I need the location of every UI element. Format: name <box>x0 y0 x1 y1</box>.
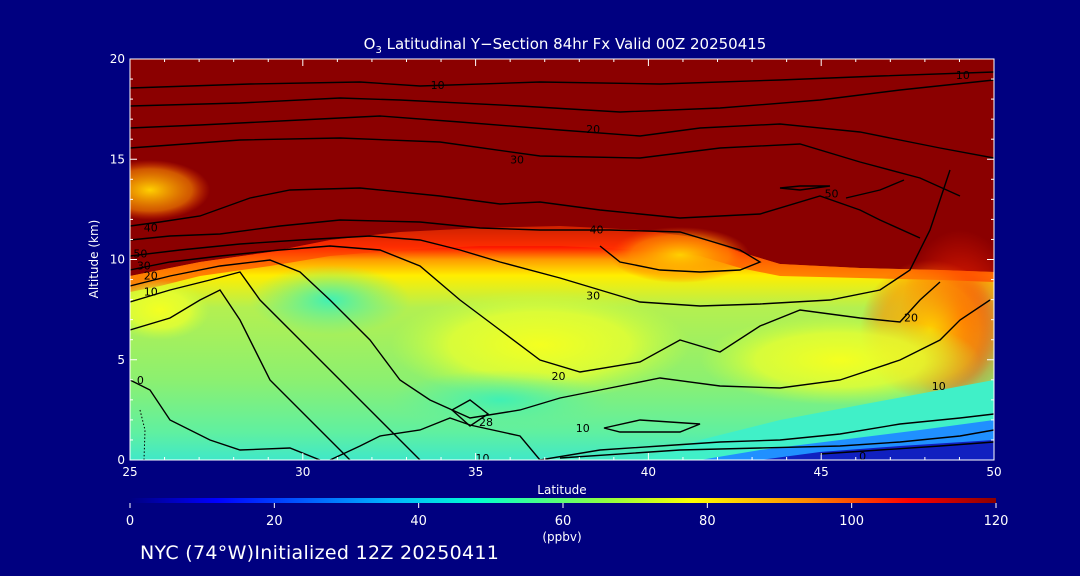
contour-label: 10 <box>144 286 158 299</box>
contour-label: 10 <box>956 69 970 82</box>
y-axis-label: Altitude (km) <box>87 220 101 299</box>
field-orange-left-upper <box>130 160 210 220</box>
contour-line <box>130 115 994 159</box>
colorbar <box>130 498 996 503</box>
contour-label: 20 <box>552 370 566 383</box>
contour-line <box>130 169 951 307</box>
field-yellow-left <box>130 280 210 340</box>
contour-label: 28 <box>479 416 493 429</box>
contour-label: 30 <box>510 153 524 166</box>
x-axis-label: Latitude <box>537 483 586 497</box>
colorbar-tick-label: 60 <box>555 514 572 529</box>
contour-label: 10 <box>476 452 490 465</box>
contour-label: 20 <box>586 123 600 136</box>
contour-label: 10 <box>932 380 946 393</box>
contour-line <box>450 399 490 427</box>
colorbar-tick-label: 20 <box>266 514 283 529</box>
x-tick-label: 50 <box>986 465 1001 479</box>
contour-line <box>130 259 991 419</box>
colorbar-tick-label: 0 <box>126 514 134 529</box>
contour-line <box>130 137 961 197</box>
field-upper-boundary <box>130 59 994 276</box>
contour-label: 40 <box>144 221 158 234</box>
y-tick-label: 5 <box>117 353 125 367</box>
contour-label: 20 <box>904 312 918 325</box>
contour-label: 10 <box>576 422 590 435</box>
contour-lines <box>130 71 994 460</box>
contour-line <box>819 441 994 455</box>
field-yellow-right <box>700 315 980 405</box>
contour-label: 0 <box>137 374 144 387</box>
footer-caption: NYC (74°W)Initialized 12Z 20250411 <box>140 542 500 564</box>
y-tick-label: 0 <box>117 453 125 467</box>
contour-line <box>130 379 321 460</box>
contour-label: 20 <box>144 270 158 283</box>
field-cyan-mid <box>390 370 610 430</box>
contour-line <box>130 271 421 460</box>
contour-line <box>539 413 994 460</box>
colorbar-tick-label: 40 <box>410 514 427 529</box>
x-axis: 25 30 35 40 45 50 <box>122 59 1002 479</box>
colorbar-tick-label: 80 <box>699 514 716 529</box>
contour-line <box>130 219 762 273</box>
x-tick-label: 35 <box>468 465 483 479</box>
y-tick-label: 15 <box>110 152 125 166</box>
contour-line <box>130 289 351 460</box>
contour-line <box>779 185 831 191</box>
x-tick-label: 45 <box>814 465 829 479</box>
contour-line <box>603 419 701 433</box>
colorbar-unit: (ppbv) <box>542 530 581 544</box>
x-tick-label: 30 <box>295 465 310 479</box>
x-tick-label: 40 <box>641 465 656 479</box>
contour-label: 50 <box>825 187 839 200</box>
contour-line <box>559 429 994 459</box>
chart-title: O3 Latitudinal Y−Section 84hr Fx Valid 0… <box>364 35 767 56</box>
y-tick-label: 10 <box>110 253 125 267</box>
contour-label: 10 <box>431 79 445 92</box>
field-transition-band <box>130 226 994 292</box>
contour-line <box>130 245 941 373</box>
colorbar-tick-label: 120 <box>984 514 1009 529</box>
contour-label: 0 <box>859 450 866 463</box>
field-orange-high <box>610 227 750 283</box>
contour-label: 50 <box>133 247 147 260</box>
contour-label: 40 <box>590 223 604 236</box>
contour-line <box>130 187 921 239</box>
colorbar-tick-label: 100 <box>839 514 864 529</box>
contour-line <box>130 71 994 89</box>
contour-label: 30 <box>137 260 151 273</box>
contour-line <box>329 417 541 460</box>
contour-line <box>845 179 905 199</box>
x-tick-label: 25 <box>122 465 137 479</box>
colorbar-ticks: 0 20 40 60 80 100 120 <box>126 503 1009 529</box>
contour-label: 30 <box>586 290 600 303</box>
contour-line <box>130 79 994 113</box>
y-tick-label: 20 <box>110 52 125 66</box>
